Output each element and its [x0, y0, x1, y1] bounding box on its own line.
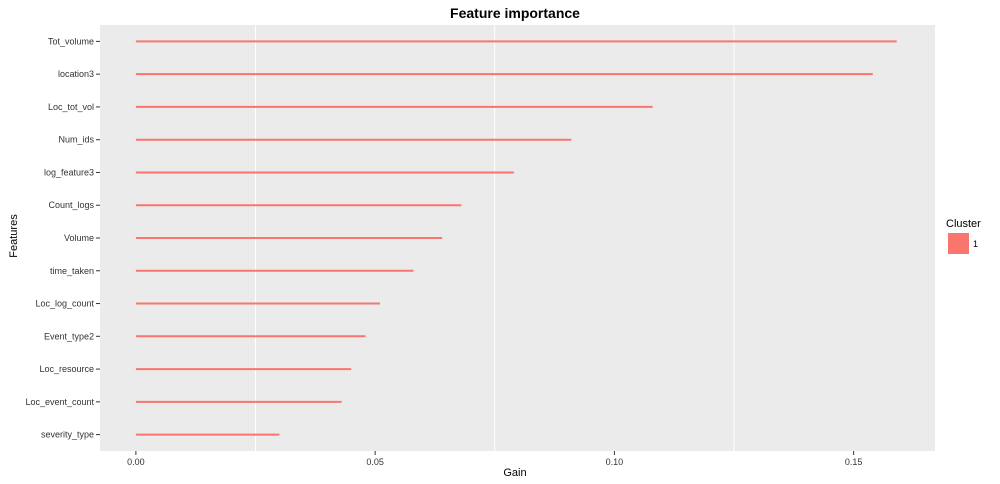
- y-tick-label: Loc_resource: [39, 364, 94, 374]
- x-axis-title: Gain: [503, 467, 526, 479]
- y-tick-label: severity_type: [41, 430, 94, 440]
- y-tick-label: Loc_tot_vol: [48, 102, 94, 112]
- y-tick-label: Count_logs: [48, 200, 94, 210]
- y-axis: Tot_volume location3 Loc_tot_vol Num_idslog…: [25, 36, 100, 440]
- y-tick-label: Loc_log_count: [35, 299, 94, 309]
- x-tick-label: 0.00: [127, 457, 145, 467]
- y-tick-label: Num_ids: [58, 135, 94, 145]
- chart-title: Feature importance: [450, 5, 580, 21]
- bars: [135, 40, 897, 436]
- y-tick-label: Loc_event_count: [25, 397, 94, 407]
- y-tick-label: location3: [58, 69, 94, 79]
- x-tick-label: 0.05: [366, 457, 384, 467]
- y-tick-label: Tot_volume: [48, 36, 94, 46]
- x-tick-label: 0.10: [606, 457, 624, 467]
- y-tick-label: Volume: [64, 233, 94, 243]
- y-tick-label: Event_type2: [44, 331, 94, 341]
- y-tick-label: log_feature3: [44, 167, 94, 177]
- legend: Cluster 1: [946, 218, 981, 254]
- legend-title: Cluster: [946, 218, 981, 230]
- legend-label: 1: [973, 239, 978, 249]
- y-axis-title: Features: [8, 214, 20, 258]
- x-tick-label: 0.15: [845, 457, 863, 467]
- y-tick-label: time_taken: [50, 266, 94, 276]
- legend-key: [948, 233, 969, 254]
- x-axis: 0.00 0.05 0.10 0.15: [127, 451, 862, 467]
